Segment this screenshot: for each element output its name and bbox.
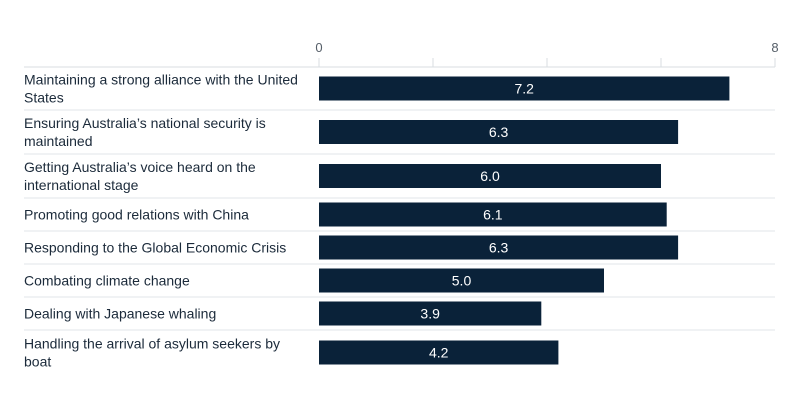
bar-value-label: 6.0	[480, 168, 500, 184]
bar	[319, 202, 667, 227]
category-label: Ensuring Australia’s national security i…	[24, 115, 266, 149]
category-label: Combating climate change	[24, 273, 190, 289]
category-label: Getting Australia’s voice heard on the in…	[24, 159, 256, 193]
category-label: Maintaining a strong alliance with the U…	[24, 72, 298, 106]
bar-value-label: 6.3	[489, 124, 509, 140]
bar-value-label: 5.0	[452, 273, 472, 289]
bar-value-label: 4.2	[429, 345, 449, 361]
bar	[319, 268, 604, 293]
bar	[319, 340, 559, 365]
bar-value-label: 6.1	[483, 207, 503, 223]
bar	[319, 76, 730, 101]
bar	[319, 120, 679, 144]
category-label: Promoting good relations with China	[24, 207, 249, 223]
x-tick-label: 0	[315, 40, 322, 55]
x-tick-label: 8	[771, 40, 778, 55]
bar-value-label: 6.3	[489, 240, 509, 256]
bar	[319, 235, 679, 260]
category-label: Dealing with Japanese whaling	[24, 306, 216, 322]
bar-value-label: 3.9	[420, 306, 440, 322]
category-label: Responding to the Global Economic Crisis	[24, 240, 286, 256]
category-label: Handling the arrival of asylum seekers b…	[24, 336, 280, 370]
bar	[319, 301, 542, 326]
bar	[319, 164, 661, 188]
bar-value-label: 7.2	[514, 81, 534, 97]
